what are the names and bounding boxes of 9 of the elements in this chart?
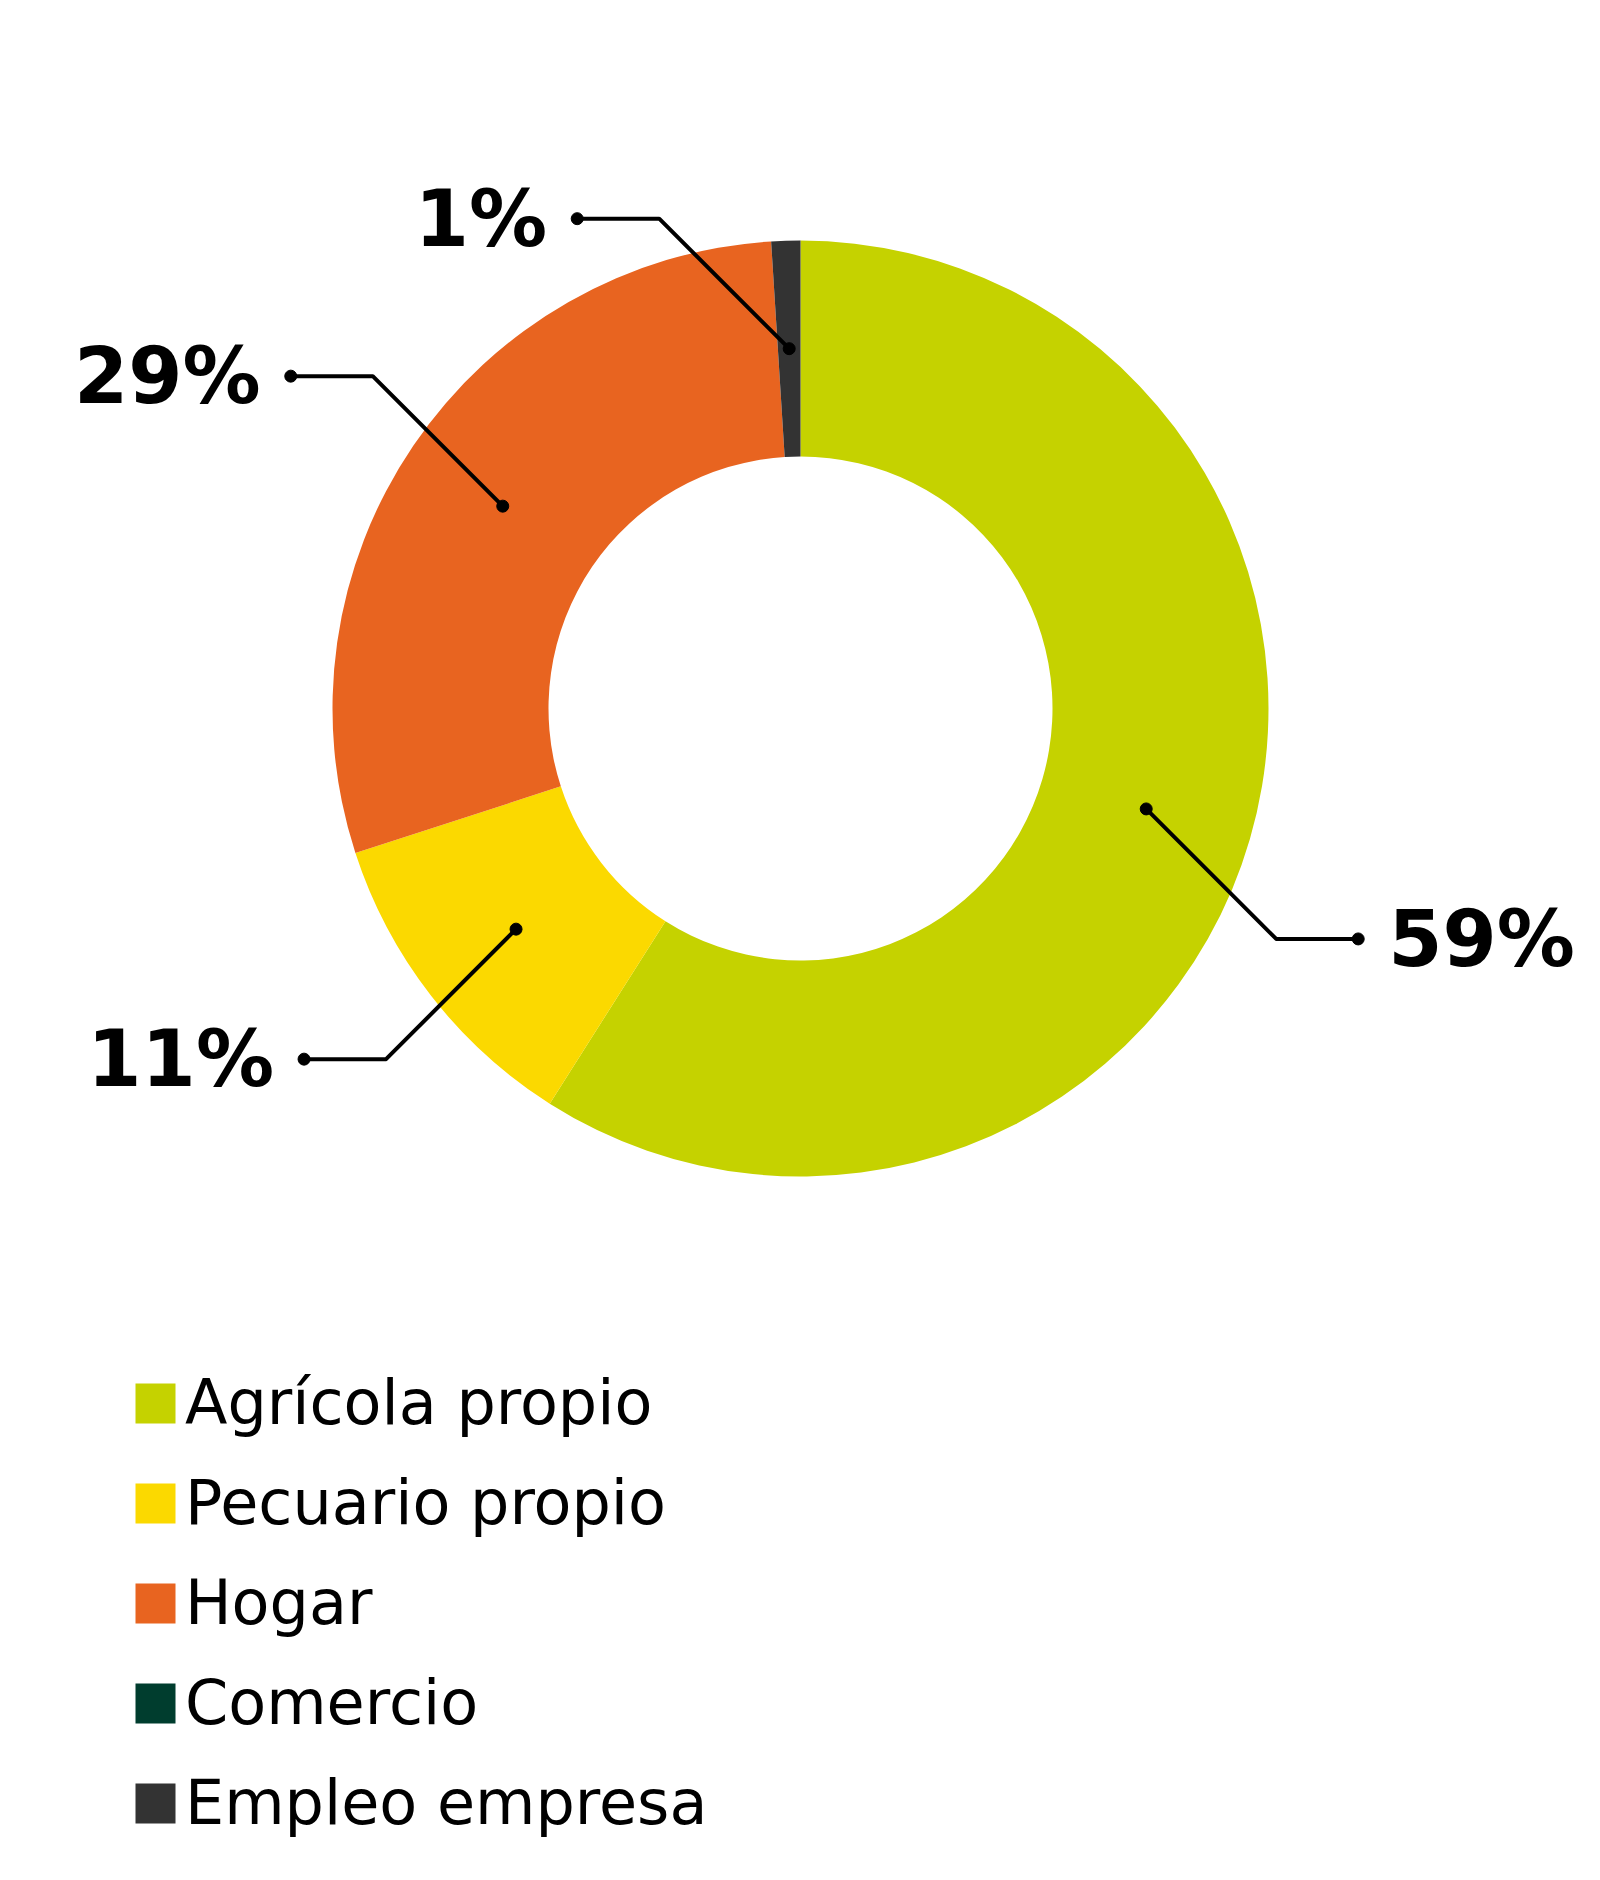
legend-label: Empleo empresa bbox=[185, 1765, 708, 1840]
legend-label: Hogar bbox=[185, 1565, 373, 1640]
data-label: 59% bbox=[1388, 893, 1575, 984]
data-label: 29% bbox=[74, 331, 261, 422]
legend-label: Comercio bbox=[185, 1665, 479, 1740]
legend-label: Pecuario propio bbox=[185, 1465, 666, 1540]
legend-label: Agrícola propio bbox=[185, 1365, 653, 1440]
data-label: 1% bbox=[414, 173, 548, 264]
data-label: 11% bbox=[87, 1014, 275, 1105]
